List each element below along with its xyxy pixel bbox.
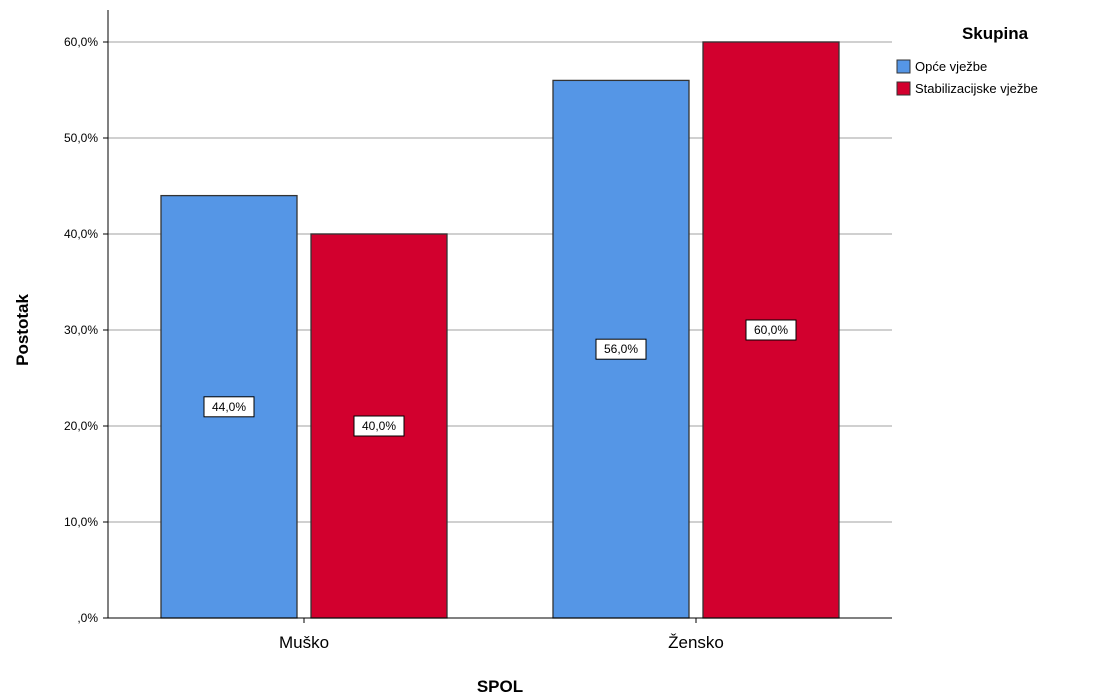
- legend-swatch: [896, 81, 911, 96]
- data-label-text: 56,0%: [604, 342, 638, 356]
- legend-swatch: [896, 59, 911, 74]
- x-axis-categories: Muško Žensko: [279, 618, 724, 652]
- legend-label: Stabilizacijske vježbe: [915, 81, 1038, 96]
- y-axis-ticks: ,0% 10,0% 20,0% 30,0% 40,0% 50,0% 60,0%: [64, 35, 108, 625]
- y-tick-label: ,0%: [77, 611, 98, 625]
- data-label-box: [353, 415, 405, 437]
- data-label: 60,0%: [745, 319, 797, 341]
- x-tick-label: Muško: [279, 633, 329, 652]
- y-tick-label: 50,0%: [64, 131, 98, 145]
- legend-title: Skupina: [962, 24, 1029, 43]
- data-label-text: 40,0%: [362, 419, 396, 433]
- data-labels: 44,0% 40,0% 56,0% 60,0%: [203, 319, 797, 437]
- data-label-text: 44,0%: [212, 400, 246, 414]
- y-tick-label: 10,0%: [64, 515, 98, 529]
- legend-label: Opće vježbe: [915, 59, 987, 74]
- x-axis-title: SPOL: [477, 677, 523, 696]
- y-axis-title: Postotak: [13, 294, 32, 366]
- y-tick-label: 30,0%: [64, 323, 98, 337]
- data-label-box: [203, 396, 255, 418]
- data-label-text: 60,0%: [754, 323, 788, 337]
- data-label: 44,0%: [203, 396, 255, 418]
- y-tick-label: 20,0%: [64, 419, 98, 433]
- data-label-box: [595, 338, 647, 360]
- y-tick-label: 60,0%: [64, 35, 98, 49]
- data-label-box: [745, 319, 797, 341]
- x-tick-label: Žensko: [668, 633, 724, 652]
- data-label: 56,0%: [595, 338, 647, 360]
- data-label: 40,0%: [353, 415, 405, 437]
- legend: Skupina Opće vježbe Stabilizacijske vježb…: [896, 24, 1038, 96]
- y-tick-label: 40,0%: [64, 227, 98, 241]
